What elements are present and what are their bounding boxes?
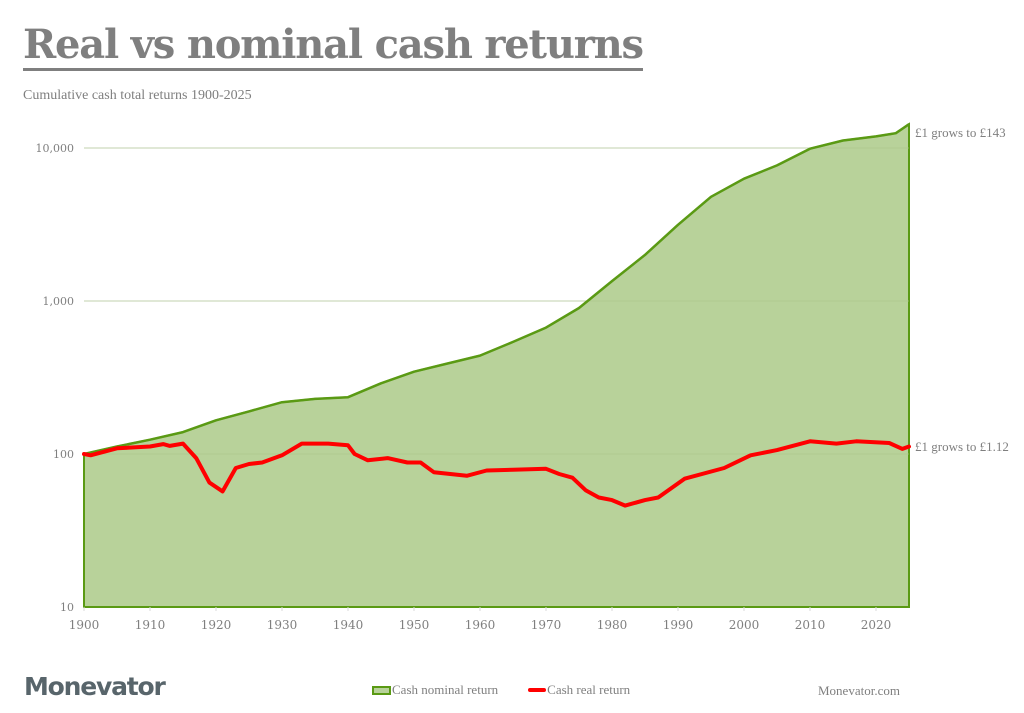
- real-line: [82, 439, 911, 508]
- y-axis: 10 100 1,000 10,000: [36, 142, 75, 614]
- y-tick-label: 10: [60, 601, 74, 614]
- real-swatch-icon: [528, 688, 547, 692]
- x-tick-label: 2000: [729, 618, 760, 632]
- nominal-line: [83, 123, 910, 456]
- x-tick-label: 1940: [333, 618, 364, 632]
- x-tick-label: 2020: [861, 618, 892, 632]
- real-end-annotation: £1 grows to £1.12: [915, 439, 1009, 454]
- nominal-swatch-icon: [372, 685, 391, 695]
- x-tick-label: 1960: [465, 618, 496, 632]
- x-tick-label: 1910: [135, 618, 166, 632]
- site-url: Monevator.com: [818, 683, 900, 698]
- chart-subtitle: Cumulative cash total returns 1900-2025: [23, 88, 252, 103]
- nominal-area: [83, 122, 910, 608]
- x-tick-label: 1950: [399, 618, 430, 632]
- legend-label-nominal: Cash nominal return: [392, 682, 499, 697]
- legend: Cash nominal return Cash real return: [372, 682, 660, 698]
- x-axis: 1900 1910 1920 1930 1940 1950 1960 1970 1980 1990…: [69, 607, 892, 632]
- chart-title: Real vs nominal cash returns: [23, 22, 644, 71]
- legend-item-real: Cash real return: [528, 682, 630, 698]
- legend-item-nominal: Cash nominal return: [372, 682, 498, 698]
- x-tick-label: 1920: [201, 618, 232, 632]
- y-tick-label: 100: [53, 448, 74, 461]
- monevator-logo: Monevator: [24, 672, 166, 701]
- x-tick-label: 1990: [663, 618, 694, 632]
- x-tick-label: 1900: [69, 618, 100, 632]
- x-tick-label: 1980: [597, 618, 628, 632]
- x-tick-label: 1930: [267, 618, 298, 632]
- x-tick-label: 1970: [531, 618, 562, 632]
- legend-label-real: Cash real return: [547, 682, 631, 697]
- nominal-end-annotation: £1 grows to £143: [915, 125, 1006, 140]
- y-tick-label: 10,000: [36, 142, 75, 155]
- y-tick-label: 1,000: [43, 295, 75, 308]
- x-tick-label: 2010: [795, 618, 826, 632]
